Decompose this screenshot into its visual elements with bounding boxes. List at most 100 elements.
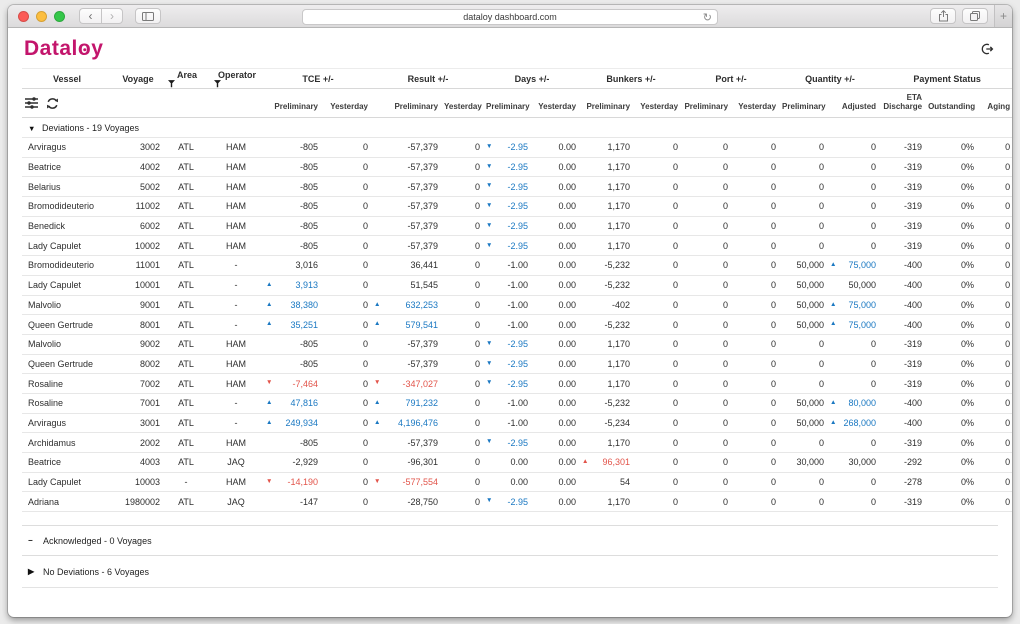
forward-button[interactable]: › — [101, 8, 123, 24]
cell-result-yesterday: 0 — [442, 256, 484, 276]
cell-quantity-adjusted: ▲80,000 — [828, 393, 880, 413]
share-button[interactable] — [930, 8, 956, 24]
sub-header-yesterday-7: Yesterday — [634, 89, 682, 118]
up-arrow-icon: ▲ — [830, 400, 836, 407]
sub-header-yesterday-1: Yesterday — [322, 89, 372, 118]
empty-icon[interactable]: − — [28, 536, 43, 545]
section-header-acknowledged-0-voyages[interactable]: −Acknowledged - 0 Voyages — [22, 525, 998, 555]
cell-area: ATL — [164, 354, 210, 374]
cell-days-preliminary: 0.00 — [484, 472, 532, 492]
cell-result-preliminary: -57,379 — [372, 334, 442, 354]
cell-days-yesterday: 0.00 — [532, 315, 580, 335]
minimize-window-button[interactable] — [36, 11, 47, 22]
cell-result-yesterday: 0 — [442, 492, 484, 512]
refresh-button[interactable] — [45, 96, 59, 110]
cell-vessel: Malvolio — [22, 295, 112, 315]
back-button[interactable]: ‹ — [79, 8, 101, 24]
column-header-result: Result +/- — [372, 69, 484, 89]
cell-area: ATL — [164, 413, 210, 433]
table-row-voyage-11002: Bromodideuterio11002ATLHAM-8050-57,3790▼… — [22, 197, 1012, 217]
cell-result-yesterday: 0 — [442, 472, 484, 492]
cell-area: ATL — [164, 216, 210, 236]
cell-operator: HAM — [210, 138, 264, 158]
cell-quantity-preliminary: 0 — [780, 354, 828, 374]
cell-result-preliminary: -57,379 — [372, 197, 442, 217]
new-tab-button[interactable]: + — [994, 5, 1012, 27]
browser-window: ‹ › dataloy dashboard.com ↻ + Dataloy — [8, 5, 1012, 617]
cell-port-yesterday: 0 — [732, 393, 780, 413]
cell-aging: 0 — [978, 472, 1012, 492]
cell-eta-discharge: -400 — [880, 256, 926, 276]
cell-quantity-preliminary: 0 — [780, 492, 828, 512]
tab-overview-button[interactable] — [962, 8, 988, 24]
sidebar-toggle-button[interactable] — [135, 8, 161, 24]
cell-vessel: Malvolio — [22, 334, 112, 354]
cell-quantity-preliminary: 0 — [780, 138, 828, 158]
collapsed-icon[interactable]: ▶ — [28, 567, 43, 576]
cell-area: ATL — [164, 197, 210, 217]
cell-tce-preliminary: ▲249,934 — [264, 413, 322, 433]
column-settings-button[interactable] — [24, 96, 38, 110]
cell-port-preliminary: 0 — [682, 393, 732, 413]
cell-port-preliminary: 0 — [682, 138, 732, 158]
expanded-triangle-icon[interactable]: ▼ — [28, 124, 42, 133]
cell-area: ATL — [164, 492, 210, 512]
cell-days-yesterday: 0.00 — [532, 374, 580, 394]
cell-vessel: Benedick — [22, 216, 112, 236]
cell-vessel: Queen Gertrude — [22, 315, 112, 335]
sub-header-yesterday-5: Yesterday — [532, 89, 580, 118]
cell-outstanding: 0% — [926, 334, 978, 354]
cell-quantity-preliminary: 0 — [780, 374, 828, 394]
cell-operator: HAM — [210, 216, 264, 236]
address-bar[interactable]: dataloy dashboard.com ↻ — [302, 9, 718, 25]
cell-tce-preliminary: -805 — [264, 236, 322, 256]
cell-result-preliminary: ▲4,196,476 — [372, 413, 442, 433]
up-arrow-icon: ▲ — [266, 420, 272, 427]
cell-port-preliminary: 0 — [682, 315, 732, 335]
cell-port-preliminary: 0 — [682, 295, 732, 315]
cell-outstanding: 0% — [926, 256, 978, 276]
zoom-window-button[interactable] — [54, 11, 65, 22]
cell-port-preliminary: 0 — [682, 433, 732, 453]
cell-bunkers-yesterday: 0 — [634, 472, 682, 492]
cell-quantity-adjusted: 0 — [828, 472, 880, 492]
cell-tce-yesterday: 0 — [322, 433, 372, 453]
cell-bunkers-yesterday: 0 — [634, 138, 682, 158]
cell-tce-preliminary: -805 — [264, 334, 322, 354]
column-header-quantity: Quantity +/- — [780, 69, 880, 89]
cell-port-yesterday: 0 — [732, 315, 780, 335]
cell-outstanding: 0% — [926, 393, 978, 413]
cell-eta-discharge: -319 — [880, 374, 926, 394]
filter-funnel-icon — [168, 80, 175, 88]
reload-icon[interactable]: ↻ — [703, 11, 712, 24]
cell-bunkers-preliminary: 1,170 — [580, 157, 634, 177]
cell-voyage: 4002 — [112, 157, 164, 177]
cell-vessel: Beatrice — [22, 157, 112, 177]
section-header-deviations-19-voyages[interactable]: ▼Deviations - 19 Voyages — [22, 118, 1012, 138]
cell-days-preliminary: ▼-2.95 — [484, 197, 532, 217]
close-window-button[interactable] — [18, 11, 29, 22]
cell-outstanding: 0% — [926, 138, 978, 158]
cell-voyage: 2002 — [112, 433, 164, 453]
cell-result-yesterday: 0 — [442, 433, 484, 453]
cell-outstanding: 0% — [926, 236, 978, 256]
cell-bunkers-preliminary: -5,234 — [580, 413, 634, 433]
cell-tce-preliminary: -805 — [264, 177, 322, 197]
logout-button[interactable] — [978, 40, 996, 58]
cell-vessel: Lady Capulet — [22, 472, 112, 492]
cell-bunkers-yesterday: 0 — [634, 315, 682, 335]
column-header-operator[interactable]: Operator — [210, 69, 264, 89]
cell-eta-discharge: -319 — [880, 433, 926, 453]
table-row-voyage-7002: Rosaline7002ATLHAM▼-7,4640▼-347,0270▼-2.… — [22, 374, 1012, 394]
cell-vessel: Lady Capulet — [22, 275, 112, 295]
table-row-voyage-11001: Bromodideuterio11001ATL-3,016036,4410-1.… — [22, 256, 1012, 276]
cell-port-yesterday: 0 — [732, 472, 780, 492]
column-header-area[interactable]: Area — [164, 69, 210, 89]
cell-outstanding: 0% — [926, 492, 978, 512]
cell-quantity-adjusted: ▲75,000 — [828, 295, 880, 315]
sub-header-row: PreliminaryYesterdayPreliminaryYesterday… — [22, 89, 1012, 118]
group-header-row: VesselVoyageAreaOperatorTCE +/-Result +/… — [22, 69, 1012, 89]
cell-port-preliminary: 0 — [682, 157, 732, 177]
section-label: No Deviations - 6 Voyages — [43, 567, 149, 577]
section-header-no-deviations-6-voyages[interactable]: ▶No Deviations - 6 Voyages — [22, 555, 998, 588]
